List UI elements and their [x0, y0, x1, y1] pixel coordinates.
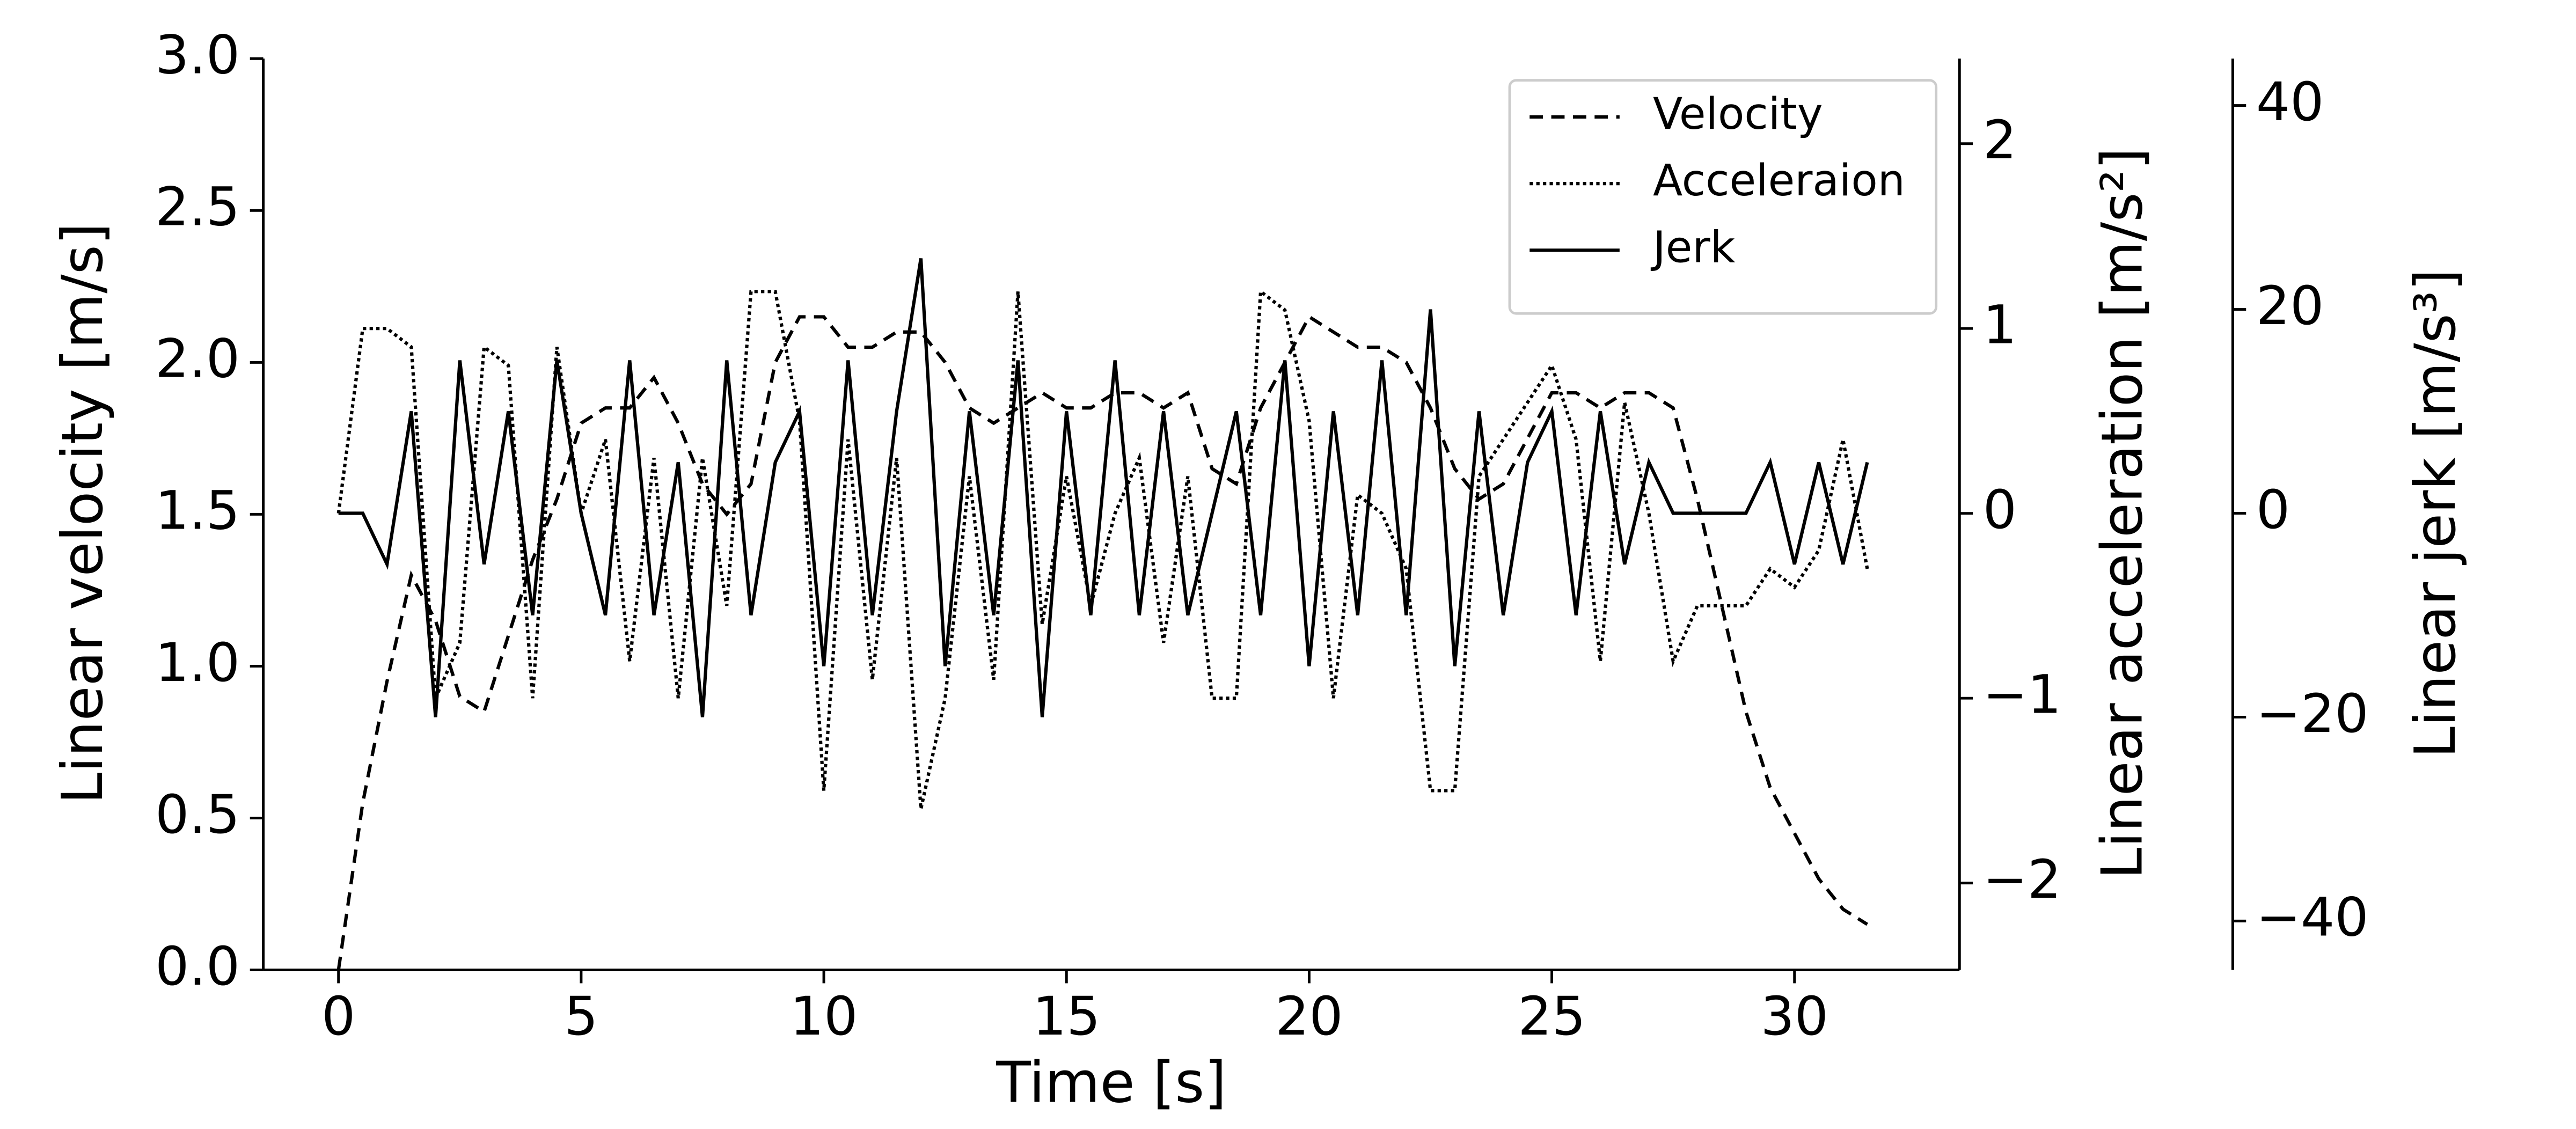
x-tick-label: 15 [1033, 986, 1100, 1047]
legend-box [1508, 79, 1938, 315]
x-tick-label: 20 [1275, 986, 1343, 1047]
y-axis-label: Linear velocity [m/s] [49, 223, 115, 804]
x-tick-label: 30 [1761, 986, 1828, 1047]
x-tick-label: 10 [790, 986, 858, 1047]
y-tick-label: 2.5 [155, 177, 240, 238]
y2-axis-label: Linear acceleration [m/s²] [2089, 148, 2155, 879]
y-tick-label: 1.0 [155, 632, 240, 694]
y3-tick-label: 0 [2256, 479, 2290, 541]
x-tick-label: 0 [321, 986, 355, 1047]
y2-tick-label: −1 [1983, 664, 2061, 726]
y3-axis-label: Linear jerk [m/s³] [2402, 269, 2468, 758]
legend-label: Velocity [1653, 89, 1823, 140]
x-tick-label: 5 [564, 986, 598, 1047]
y3-tick-label: 20 [2256, 275, 2324, 337]
series-line [336, 288, 1869, 810]
y-tick-label: 1.5 [155, 480, 240, 542]
series-line [336, 314, 1869, 971]
x-axis-label: Time [s] [996, 1050, 1226, 1116]
y-tick-label: 0.5 [155, 784, 240, 846]
y2-tick-label: 1 [1983, 295, 2017, 356]
y2-tick-label: 0 [1983, 479, 2017, 541]
y3-tick-label: −20 [2256, 683, 2369, 745]
series-line [338, 258, 1869, 717]
x-tick-label: 25 [1518, 986, 1585, 1047]
y2-tick-label: 2 [1983, 109, 2017, 171]
legend-label: Acceleraion [1653, 156, 1905, 206]
y3-tick-label: −40 [2256, 887, 2369, 949]
y-tick-label: 0.0 [155, 936, 240, 998]
y-tick-label: 2.0 [155, 328, 240, 390]
y3-tick-label: 40 [2256, 71, 2324, 133]
y-tick-label: 3.0 [155, 25, 240, 86]
legend-label: Jerk [1650, 222, 1736, 273]
y2-tick-label: −2 [1983, 849, 2061, 911]
